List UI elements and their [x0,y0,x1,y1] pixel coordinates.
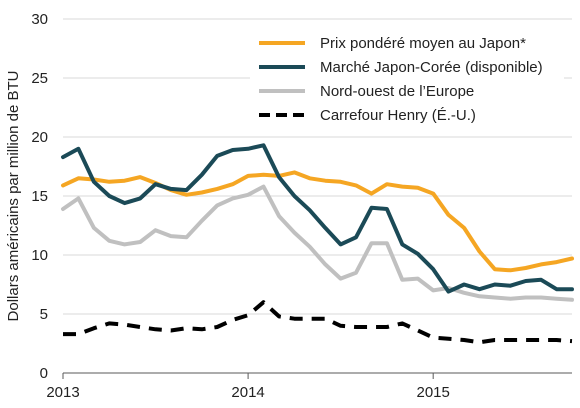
x-tick-label: 2013 [46,384,79,401]
legend-label: Prix pondéré moyen au Japon* [320,35,526,52]
legend: Prix pondéré moyen au Japon* Marché Japon… [250,27,564,131]
legend-label: Marché Japon-Corée (disponible) [320,59,543,76]
y-axis-title: Dollars américains par million de BTU [5,71,22,322]
series-line-3 [61,184,574,302]
series-line-1 [61,170,574,273]
series-lines [61,143,574,345]
x-tick-label: 2015 [416,384,449,401]
series-line-4 [63,300,573,345]
y-tick-label: 5 [40,306,48,323]
legend-label: Nord-ouest de l’Europe [320,83,474,100]
x-tick-label: 2014 [231,384,264,401]
x-axis-tick-labels: 2013 2014 2015 [46,373,450,401]
y-tick-label: 25 [31,70,48,87]
y-axis-tick-labels: 0 5 10 15 20 25 30 [31,11,48,382]
y-tick-label: 15 [31,188,48,205]
y-tick-label: 0 [40,365,48,382]
y-tick-label: 20 [31,129,48,146]
series-line-2 [61,143,574,294]
y-tick-label: 10 [31,247,48,264]
legend-label: Carrefour Henry (É.-U.) [320,107,476,124]
y-tick-label: 30 [31,11,48,28]
